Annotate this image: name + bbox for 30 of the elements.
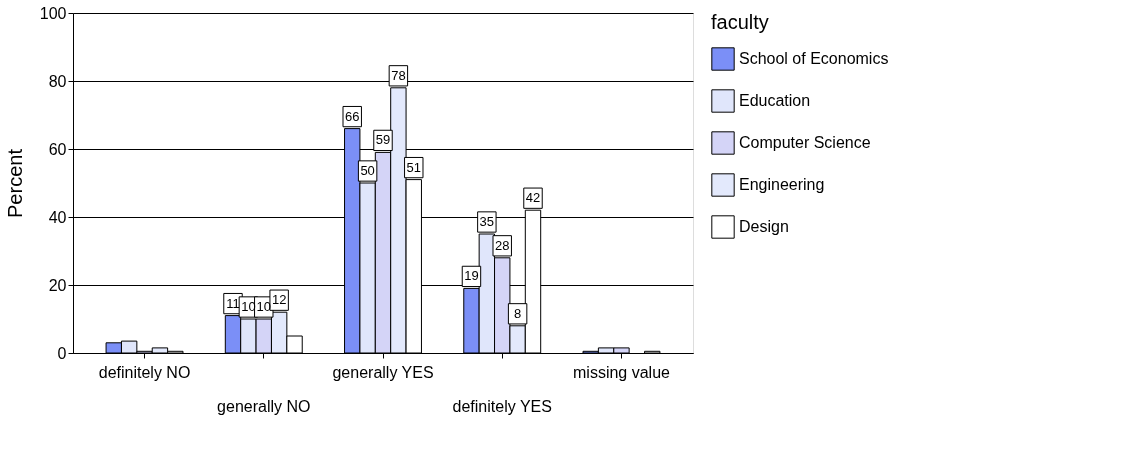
legend-label: Engineering bbox=[739, 176, 825, 193]
y-tick-label: 20 bbox=[48, 276, 67, 294]
y-tick-label: 80 bbox=[48, 72, 67, 90]
y-axis-title: Percent bbox=[3, 148, 26, 218]
x-tick-label: missing value bbox=[572, 363, 671, 381]
x-tick-label: generally NO bbox=[217, 397, 311, 415]
legend-label: School of Economics bbox=[739, 50, 889, 67]
legend-label: Computer Science bbox=[739, 134, 871, 151]
data-label: 51 bbox=[406, 159, 421, 175]
data-label: 42 bbox=[525, 190, 541, 206]
data-label: 19 bbox=[464, 268, 479, 284]
y-tick-label: 100 bbox=[39, 4, 67, 22]
data-label: 59 bbox=[375, 132, 391, 148]
data-label: 28 bbox=[495, 237, 510, 253]
legend-label: Design bbox=[739, 218, 789, 235]
y-tick-label: 0 bbox=[57, 344, 67, 362]
x-tick-label: generally YES bbox=[332, 363, 434, 381]
x-tick-label: definitely YES bbox=[452, 397, 552, 415]
data-label: 8 bbox=[514, 305, 522, 321]
data-label: 66 bbox=[345, 108, 360, 124]
data-label: 11 bbox=[226, 295, 240, 311]
x-tick-label: definitely NO bbox=[98, 363, 191, 381]
legend-label: Education bbox=[739, 92, 811, 109]
data-label: 35 bbox=[479, 214, 495, 229]
y-tick-label: 40 bbox=[48, 208, 67, 226]
y-tick-label: 60 bbox=[48, 140, 67, 158]
legend-title: faculty bbox=[711, 11, 769, 33]
data-label: 50 bbox=[360, 163, 375, 178]
data-label: 78 bbox=[391, 67, 406, 83]
data-label: 12 bbox=[271, 292, 287, 308]
